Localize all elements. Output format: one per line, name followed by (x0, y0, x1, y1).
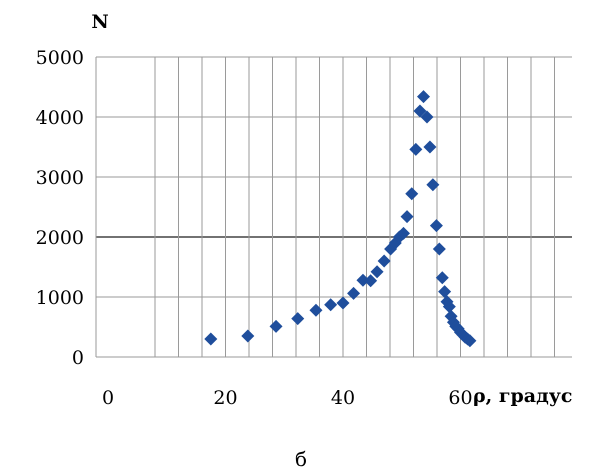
x-tick-label: 0 (102, 387, 114, 409)
data-point-marker (397, 226, 411, 240)
data-point-marker (435, 271, 449, 285)
x-tick-labels: 0 20 40 60 (102, 387, 473, 409)
data-point-marker (364, 274, 378, 288)
data-point-marker (309, 303, 323, 317)
data-point-marker (409, 142, 423, 156)
data-point-marker (442, 300, 456, 314)
x-tick-label: 40 (331, 387, 355, 409)
y-tick-label: 1000 (36, 287, 84, 309)
x-axis-label: ρ, градус (473, 385, 573, 407)
data-point-marker (370, 265, 384, 279)
data-point-marker (241, 329, 255, 343)
y-tick-label: 4000 (36, 107, 84, 129)
figure-caption: б (295, 447, 307, 470)
data-point-marker (347, 286, 361, 300)
data-point-marker (423, 140, 437, 154)
data-point-marker (377, 254, 391, 268)
x-tick-label: 20 (213, 387, 237, 409)
data-point-marker (356, 273, 370, 287)
data-point-marker (426, 178, 440, 192)
y-axis-label: N (91, 11, 108, 33)
data-points (204, 90, 477, 348)
data-point-marker (400, 210, 414, 224)
x-tick-label: 60 (448, 387, 472, 409)
y-tick-labels: 0 1000 2000 3000 4000 5000 (36, 47, 84, 369)
data-point-marker (432, 242, 446, 256)
data-point-marker (420, 110, 434, 124)
data-point-marker (405, 187, 419, 201)
data-point-marker (413, 104, 427, 118)
data-point-marker (204, 332, 218, 346)
data-point-marker (269, 319, 283, 333)
y-tick-label: 0 (72, 347, 84, 369)
y-tick-label: 5000 (36, 47, 84, 69)
grid-lines (95, 56, 572, 358)
data-point-marker (291, 312, 305, 326)
data-point-marker (429, 219, 443, 233)
data-point-marker (416, 90, 430, 104)
data-point-marker (438, 285, 452, 299)
data-point-marker (324, 298, 338, 312)
y-tick-label: 2000 (36, 227, 84, 249)
y-tick-label: 3000 (36, 167, 84, 189)
data-point-marker (463, 334, 477, 348)
data-point-marker (336, 296, 350, 310)
